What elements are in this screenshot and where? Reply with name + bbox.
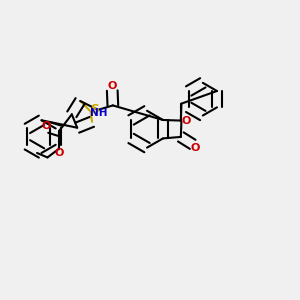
- Text: O: O: [181, 116, 190, 126]
- Text: O: O: [108, 81, 117, 91]
- Text: NH: NH: [90, 108, 108, 118]
- Text: S: S: [90, 103, 99, 116]
- Text: O: O: [55, 148, 64, 158]
- Text: O: O: [190, 143, 200, 153]
- Text: O: O: [41, 121, 51, 131]
